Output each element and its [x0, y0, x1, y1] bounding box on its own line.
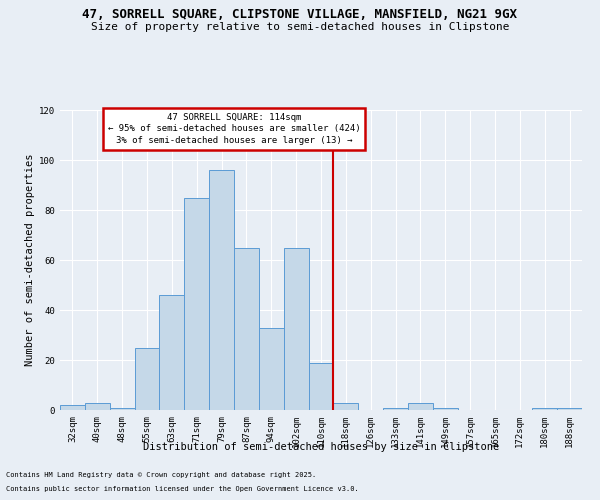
Text: Contains public sector information licensed under the Open Government Licence v3: Contains public sector information licen…: [6, 486, 359, 492]
Bar: [85, 402, 110, 410]
Bar: [134, 348, 160, 410]
Bar: [259, 328, 284, 410]
Bar: [408, 402, 433, 410]
Text: Distribution of semi-detached houses by size in Clipstone: Distribution of semi-detached houses by …: [143, 442, 499, 452]
Bar: [334, 402, 358, 410]
Text: 47 SORRELL SQUARE: 114sqm
← 95% of semi-detached houses are smaller (424)
3% of : 47 SORRELL SQUARE: 114sqm ← 95% of semi-…: [107, 112, 361, 145]
Bar: [308, 362, 334, 410]
Text: 47, SORRELL SQUARE, CLIPSTONE VILLAGE, MANSFIELD, NG21 9GX: 47, SORRELL SQUARE, CLIPSTONE VILLAGE, M…: [83, 8, 517, 20]
Bar: [209, 170, 234, 410]
Bar: [160, 295, 184, 410]
Bar: [184, 198, 209, 410]
Bar: [532, 408, 557, 410]
Bar: [433, 408, 458, 410]
Bar: [60, 405, 85, 410]
Bar: [284, 248, 308, 410]
Text: Size of property relative to semi-detached houses in Clipstone: Size of property relative to semi-detach…: [91, 22, 509, 32]
Text: Contains HM Land Registry data © Crown copyright and database right 2025.: Contains HM Land Registry data © Crown c…: [6, 472, 316, 478]
Bar: [383, 408, 408, 410]
Bar: [557, 408, 582, 410]
Y-axis label: Number of semi-detached properties: Number of semi-detached properties: [25, 154, 35, 366]
Bar: [234, 248, 259, 410]
Bar: [110, 408, 134, 410]
